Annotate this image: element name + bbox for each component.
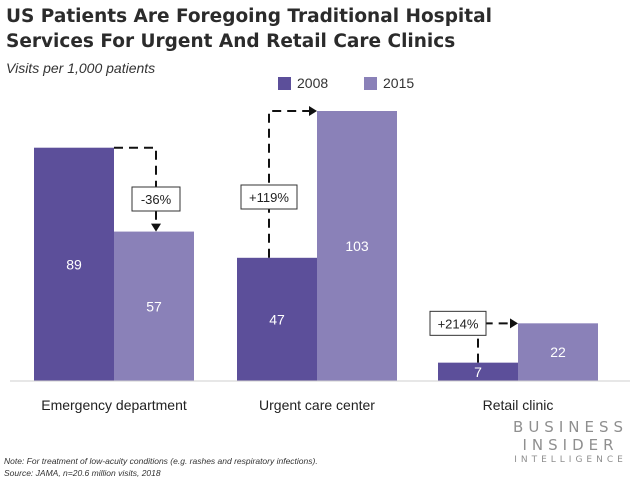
change-annotation-emergency: -36% [131, 186, 181, 212]
bar-value-label-2008-1: 47 [269, 311, 285, 327]
change-annotation-emergency-box [131, 186, 181, 212]
note-text: Note: For treatment of low-acuity condit… [4, 456, 318, 466]
logo-line-3: INTELLIGENCE [514, 455, 627, 465]
chart-title: US Patients Are Foregoing Traditional Ho… [6, 4, 636, 54]
bar-value-label-2015-2: 22 [550, 344, 566, 360]
bar-2015-0 [114, 231, 194, 381]
change-annotation-urgent-text: +119% [249, 190, 289, 205]
arrow-head-retail [510, 318, 518, 329]
arrow-head-urgent [309, 106, 317, 116]
change-arrows-group: -36% +119% +214% [114, 106, 518, 363]
category-label-2: Retail clinic [483, 397, 554, 413]
chart-note: Note: For treatment of low-acuity condit… [4, 455, 318, 479]
bar-value-labels-group: 89 57 47 103 7 22 [66, 238, 566, 380]
change-annotation-emergency-text: -36% [141, 192, 172, 207]
bar-value-label-2008-0: 89 [66, 256, 82, 272]
bar-value-label-2008-2: 7 [474, 364, 482, 380]
legend-label-2015: 2015 [383, 75, 415, 91]
bar-2008-1 [237, 257, 317, 381]
arrow-head-emergency [151, 223, 161, 232]
bar-2008-0 [34, 147, 114, 381]
chart-title-line-2: Services For Urgent And Retail Care Clin… [6, 31, 456, 52]
bar-2008-2 [438, 362, 518, 381]
chart-title-line-1: US Patients Are Foregoing Traditional Ho… [6, 6, 492, 27]
category-label-0: Emergency department [41, 397, 187, 413]
chart-subtitle: Visits per 1,000 patients [6, 60, 156, 76]
change-annotation-urgent-box [240, 184, 298, 210]
business-insider-logo: BUSINESS INSIDER INTELLIGENCE [513, 418, 628, 467]
source-text: Source: JAMA, n=20.6 million visits, 201… [4, 468, 161, 478]
logo-line-2: INSIDER [522, 436, 619, 454]
bar-2015-2 [518, 323, 598, 381]
change-annotation-urgent: +119% [240, 184, 298, 210]
change-annotation-retail: +214% [429, 310, 487, 336]
category-labels-group: Emergency department Urgent care center Re… [41, 397, 553, 413]
change-annotation-retail-box [429, 310, 487, 336]
logo-line-1: BUSINESS [513, 418, 628, 436]
bar-value-label-2015-1: 103 [345, 238, 369, 254]
bar-value-label-2015-0: 57 [146, 298, 162, 314]
legend-swatch-2008 [278, 77, 291, 90]
legend-label-2008: 2008 [297, 75, 329, 91]
arrow-line-urgent [268, 110, 309, 258]
category-label-1: Urgent care center [259, 397, 375, 413]
bar-2015-1 [317, 111, 397, 381]
bars-group [34, 111, 598, 381]
arrow-line-retail [477, 322, 510, 363]
arrow-line-emergency [114, 146, 157, 224]
change-annotation-retail-text: +214% [438, 316, 479, 331]
legend-swatch-2015 [364, 77, 377, 90]
